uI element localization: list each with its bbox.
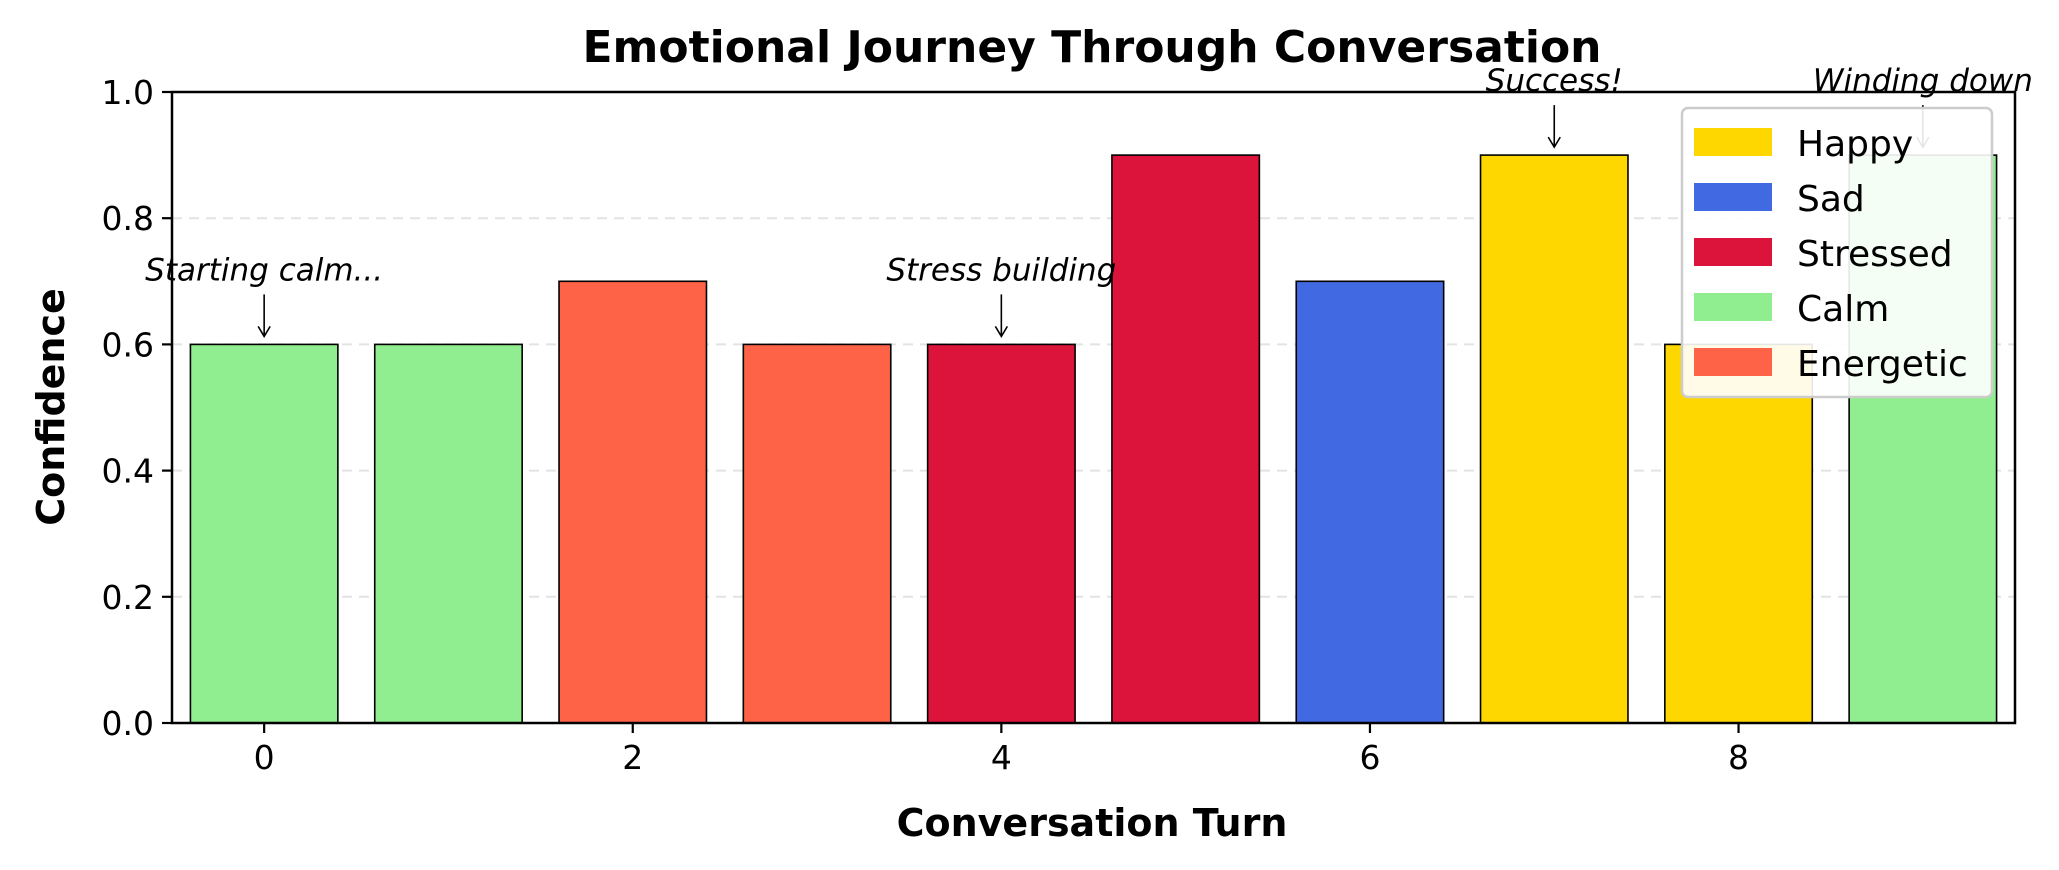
legend: Happy Sad Stressed Calm Energetic bbox=[1680, 106, 1994, 399]
legend-label: Sad bbox=[1797, 179, 1865, 220]
legend-box bbox=[1680, 106, 1994, 399]
bar-energetic bbox=[558, 280, 708, 724]
bar-happy bbox=[1664, 343, 1814, 724]
y-tick-label: 0.6 bbox=[102, 325, 154, 364]
legend-swatch bbox=[1694, 293, 1772, 321]
bar-calm bbox=[189, 343, 339, 724]
annotations: Starting calm... Stress building Success! W… bbox=[145, 63, 2033, 338]
annotation-label: Stress building bbox=[886, 252, 1116, 288]
x-axis-label: Conversation Turn bbox=[897, 801, 1288, 845]
bar-energetic bbox=[742, 343, 892, 724]
y-tick-label: 1.0 bbox=[102, 73, 154, 112]
x-tick-label: 2 bbox=[622, 738, 643, 777]
y-tick-label: 0.2 bbox=[102, 578, 154, 617]
bar-stressed bbox=[926, 343, 1076, 724]
annotation-arrowhead bbox=[257, 325, 271, 338]
annotation-label: Winding down bbox=[1813, 63, 2033, 99]
bar-happy bbox=[1479, 154, 1629, 724]
legend-label: Happy bbox=[1797, 124, 1913, 165]
annotation-label: Success! bbox=[1486, 63, 1623, 99]
bar-sad bbox=[1295, 280, 1445, 724]
legend-swatch bbox=[1694, 348, 1772, 376]
x-tick-label: 4 bbox=[991, 738, 1012, 777]
y-tick-label: 0.8 bbox=[102, 199, 154, 238]
annotation-arrowhead bbox=[994, 325, 1009, 338]
x-tick-label: 0 bbox=[254, 738, 275, 777]
legend-label: Energetic bbox=[1797, 344, 1968, 385]
plot-frame bbox=[170, 90, 2017, 725]
x-tick-label: 6 bbox=[1359, 738, 1380, 777]
y-axis: 0.0 0.2 0.4 0.6 0.8 1.0 bbox=[102, 73, 172, 743]
annotation-arrowhead bbox=[1547, 136, 1561, 149]
legend-swatch bbox=[1694, 128, 1772, 156]
legend-swatch bbox=[1694, 183, 1772, 211]
y-axis-label: Confidence bbox=[29, 288, 73, 526]
x-tick-label: 8 bbox=[1728, 738, 1749, 777]
y-tick-label: 0.0 bbox=[102, 704, 154, 743]
annotation-label: Starting calm... bbox=[145, 252, 383, 288]
x-axis: 0 2 4 6 8 bbox=[254, 723, 1749, 777]
legend-label: Calm bbox=[1797, 289, 1889, 330]
legend-label: Stressed bbox=[1797, 234, 1953, 275]
bar-stressed bbox=[1111, 154, 1261, 724]
legend-swatch bbox=[1694, 238, 1772, 266]
bars bbox=[189, 154, 1998, 724]
y-tick-label: 0.4 bbox=[102, 452, 154, 491]
chart-title: Emotional Journey Through Conversation bbox=[582, 22, 1601, 73]
bar-calm bbox=[373, 343, 523, 724]
